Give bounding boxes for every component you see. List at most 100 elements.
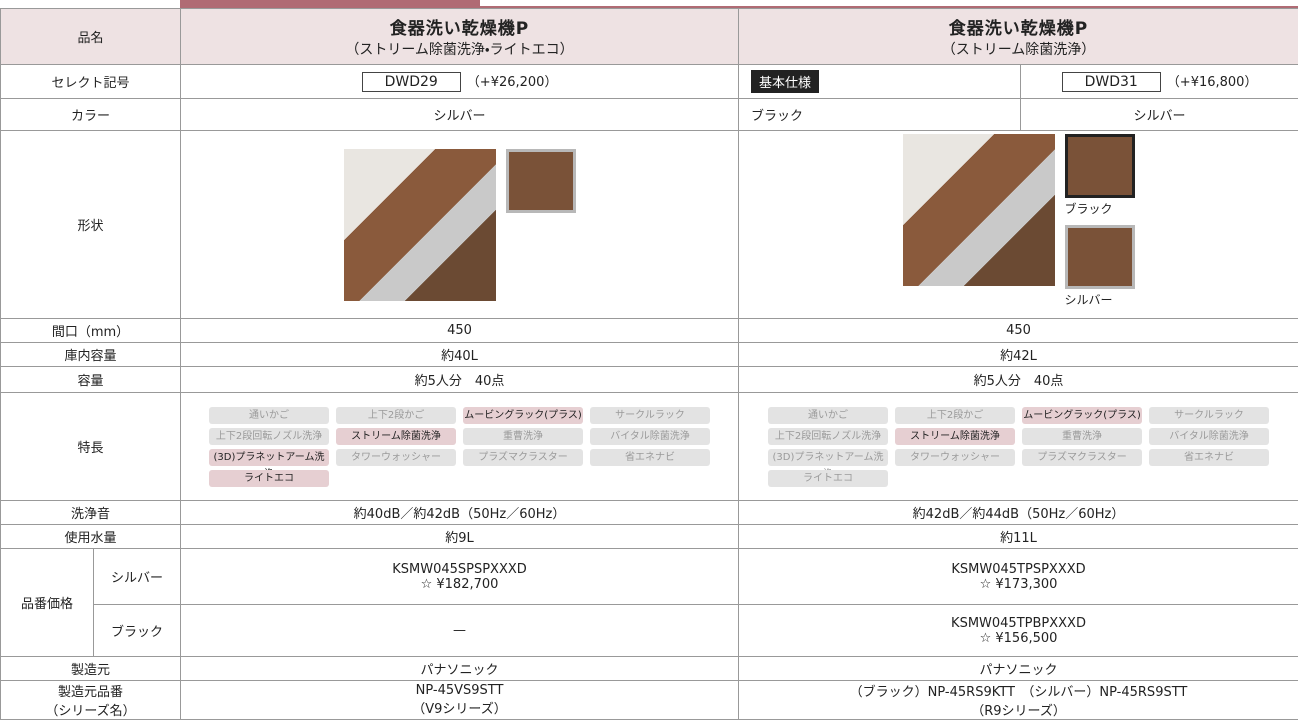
model-number: NP-45VS9STT (415, 683, 504, 698)
feature-tag: 省エネナビ (590, 448, 711, 466)
cell: シルバー (180, 98, 740, 131)
panel-image (1064, 224, 1135, 289)
model-number: KSMW045TPBPXXXD (951, 615, 1086, 631)
cell: 基本仕様 (738, 64, 1022, 99)
row-label: セレクト記号 (0, 64, 182, 99)
feature-tag: タワーウォッシャー (336, 448, 457, 466)
cell: 約5人分 40点 (738, 366, 1298, 393)
cell: パナソニック (180, 656, 740, 681)
row-label: 洗浄音 (0, 500, 182, 525)
cell: 約9L (180, 524, 740, 549)
model-number: KSMW045SPSPXXXD (392, 561, 527, 577)
feature-tag: ストリーム除菌洗浄 (895, 427, 1016, 445)
cell: DWD31 （+¥16,800） (1020, 64, 1298, 99)
feature-tag: (3D)プラネットアーム洗浄 (209, 448, 330, 480)
feature-tag: 上下2段かご (336, 406, 457, 424)
feature-tags: 通いかご 上下2段かご ムービングラック(プラス) サークルラック上下2段回転ノズル洗… (740, 406, 1298, 487)
header-strip (0, 0, 1298, 8)
feature-tag: 省エネナビ (1149, 448, 1270, 466)
product-subtitle: （ストリーム除菌洗浄・ライトエコ） (345, 42, 574, 58)
standard-badge: 基本仕様 (751, 70, 820, 93)
feature-tag: バイタル除菌洗浄 (1149, 427, 1270, 445)
feature-tag: サークルラック (590, 406, 711, 424)
row-label: 品番価格 (0, 548, 94, 657)
cell: 約5人分 40点 (180, 366, 740, 393)
cell: 約42L (738, 342, 1298, 367)
sub-label: シルバー (92, 548, 182, 605)
row-label: 容量 (0, 366, 182, 393)
feature-tag: サークルラック (1149, 406, 1270, 424)
cell: 約42dB／約44dB（50Hz／60Hz） (738, 500, 1298, 525)
series-name: （R9シリーズ） (971, 704, 1066, 719)
product-title: 食器洗い乾燥機P (948, 19, 1089, 39)
cell: KSMW045TPBPXXXD ☆ ¥156,500 (738, 604, 1298, 657)
feature-tag: 重曹洗浄 (1022, 427, 1143, 445)
spec-table: 品名 食器洗い乾燥機P （ストリーム除菌洗浄・ライトエコ） 食器洗い乾燥機P （スト… (0, 8, 1298, 720)
cell: 約40L (180, 342, 740, 367)
select-code: DWD31 (1061, 72, 1161, 92)
price: ☆ ¥156,500 (979, 630, 1058, 646)
select-code: DWD29 (361, 72, 461, 92)
select-price: （+¥16,800） (1166, 75, 1258, 90)
feature-tag: バイタル除菌洗浄 (590, 427, 711, 445)
product-image (902, 133, 1055, 286)
cell: ブラック シルバー (738, 130, 1298, 319)
row-label: 製造元品番 （シリーズ名） (0, 680, 182, 720)
product-subtitle: （ストリーム除菌洗浄） (941, 42, 1096, 58)
row-label: 庫内容量 (0, 342, 182, 367)
product-header: 食器洗い乾燥機P （ストリーム除菌洗浄・ライトエコ） (180, 8, 740, 65)
cell: ブラック (738, 98, 1022, 131)
product-image (343, 148, 496, 301)
feature-tag: 上下2段かご (895, 406, 1016, 424)
feature-tag: ライトエコ (768, 469, 889, 487)
product-header: 食器洗い乾燥機P （ストリーム除菌洗浄） (738, 8, 1298, 65)
price: ☆ ¥173,300 (979, 576, 1058, 592)
cell: NP-45VS9STT （V9シリーズ） (180, 680, 740, 720)
feature-tag: ムービングラック(プラス) (1022, 406, 1143, 424)
cell: 約40dB／約42dB（50Hz／60Hz） (180, 500, 740, 525)
panel-image (505, 148, 576, 213)
feature-tag: ストリーム除菌洗浄 (336, 427, 457, 445)
label-line: （シリーズ名） (45, 704, 136, 719)
row-label: 間口（mm） (0, 318, 182, 343)
feature-tag: ライトエコ (209, 469, 330, 487)
cell: KSMW045TPSPXXXD ☆ ¥173,300 (738, 548, 1298, 605)
feature-tag: 上下2段回転ノズル洗浄 (768, 427, 889, 445)
row-label: 特長 (0, 392, 182, 501)
cell: シルバー (1020, 98, 1298, 131)
image-caption: シルバー (1064, 292, 1113, 307)
product-title: 食器洗い乾燥機P (389, 19, 530, 39)
label-line: 製造元品番 (58, 685, 124, 700)
row-label: 使用水量 (0, 524, 182, 549)
image-caption: ブラック (1064, 201, 1113, 216)
cell: 通いかご 上下2段かご ムービングラック(プラス) サークルラック上下2段回転ノズル洗… (738, 392, 1298, 501)
feature-tag: プラズマクラスター (1022, 448, 1143, 466)
feature-tag: 通いかご (209, 406, 330, 424)
model-number: （ブラック）NP-45RS9KTT （シルバー）NP-45RS9STT (849, 685, 1188, 700)
feature-tags: 通いかご 上下2段かご ムービングラック(プラス) サークルラック上下2段回転ノズル洗… (182, 406, 738, 487)
row-label: カラー (0, 98, 182, 131)
cell: パナソニック (738, 656, 1298, 681)
feature-tag: ムービングラック(プラス) (463, 406, 584, 424)
select-price: （+¥26,200） (466, 75, 558, 90)
cell (180, 130, 740, 319)
cell: 通いかご 上下2段かご ムービングラック(プラス) サークルラック上下2段回転ノズル洗… (180, 392, 740, 501)
cell: KSMW045SPSPXXXD ☆ ¥182,700 (180, 548, 740, 605)
cell: DWD29 （+¥26,200） (180, 64, 740, 99)
cell: （ブラック）NP-45RS9KTT （シルバー）NP-45RS9STT （R9シリ… (738, 680, 1298, 720)
feature-tag: 上下2段回転ノズル洗浄 (209, 427, 330, 445)
cell: 450 (738, 318, 1298, 343)
feature-tag: プラズマクラスター (463, 448, 584, 466)
feature-tag: 通いかご (768, 406, 889, 424)
row-label: 製造元 (0, 656, 182, 681)
cell: 450 (180, 318, 740, 343)
cell: — (180, 604, 740, 657)
feature-tag: 重曹洗浄 (463, 427, 584, 445)
series-name: （V9シリーズ） (412, 702, 507, 717)
feature-tag: (3D)プラネットアーム洗浄 (768, 448, 889, 480)
model-number: KSMW045TPSPXXXD (951, 561, 1086, 577)
price: ☆ ¥182,700 (420, 576, 499, 592)
cell: 約11L (738, 524, 1298, 549)
feature-tag: タワーウォッシャー (895, 448, 1016, 466)
